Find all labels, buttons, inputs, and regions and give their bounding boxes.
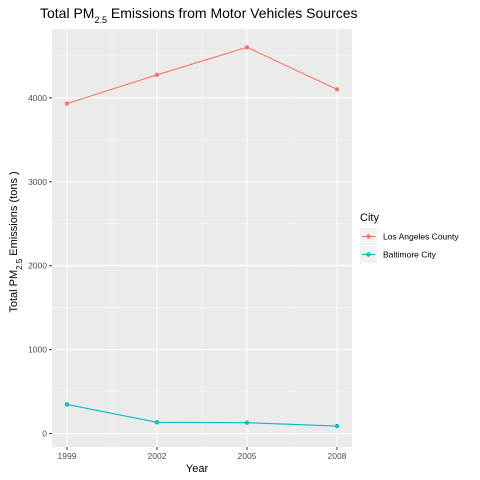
legend-key-point xyxy=(366,252,371,257)
x-tick-label: 2005 xyxy=(238,451,257,461)
y-axis-title: Total PM2.5 Emissions (tons ) xyxy=(8,171,24,312)
y-tick-label: 4000 xyxy=(28,93,47,103)
legend-title: City xyxy=(360,212,379,224)
legend-key-point xyxy=(366,234,371,239)
series-layer xyxy=(64,45,340,429)
data-point xyxy=(154,72,160,78)
series-line xyxy=(66,403,338,427)
x-tick-label: 1999 xyxy=(58,451,77,461)
chart-title: Total PM2.5 Emissions from Motor Vehicle… xyxy=(40,5,358,25)
y-tick-label: 2000 xyxy=(28,261,47,271)
x-tick-label: 2002 xyxy=(148,451,167,461)
series-line xyxy=(66,46,338,105)
y-tick-label: 1000 xyxy=(28,345,47,355)
data-point xyxy=(64,402,70,407)
data-point xyxy=(244,45,250,50)
x-tick-label: 2008 xyxy=(328,451,347,461)
data-point xyxy=(244,420,250,425)
data-point xyxy=(64,101,70,106)
x-axis-title: Year xyxy=(186,463,209,475)
major-gridlines xyxy=(52,29,352,447)
y-tick-label: 0 xyxy=(42,429,47,439)
legend-label: Baltimore City xyxy=(383,250,437,260)
data-point xyxy=(334,423,340,429)
axis-ticks: 0 1000 2000 3000 4000 1999 2002 2005 2008 xyxy=(28,93,347,461)
data-point xyxy=(154,420,160,425)
legend-label: Los Angeles County xyxy=(383,232,459,242)
data-point xyxy=(334,87,340,92)
y-tick-label: 3000 xyxy=(28,177,47,187)
legend: City Los Angeles County Baltimore City xyxy=(360,212,459,263)
minor-gridlines xyxy=(52,29,352,447)
